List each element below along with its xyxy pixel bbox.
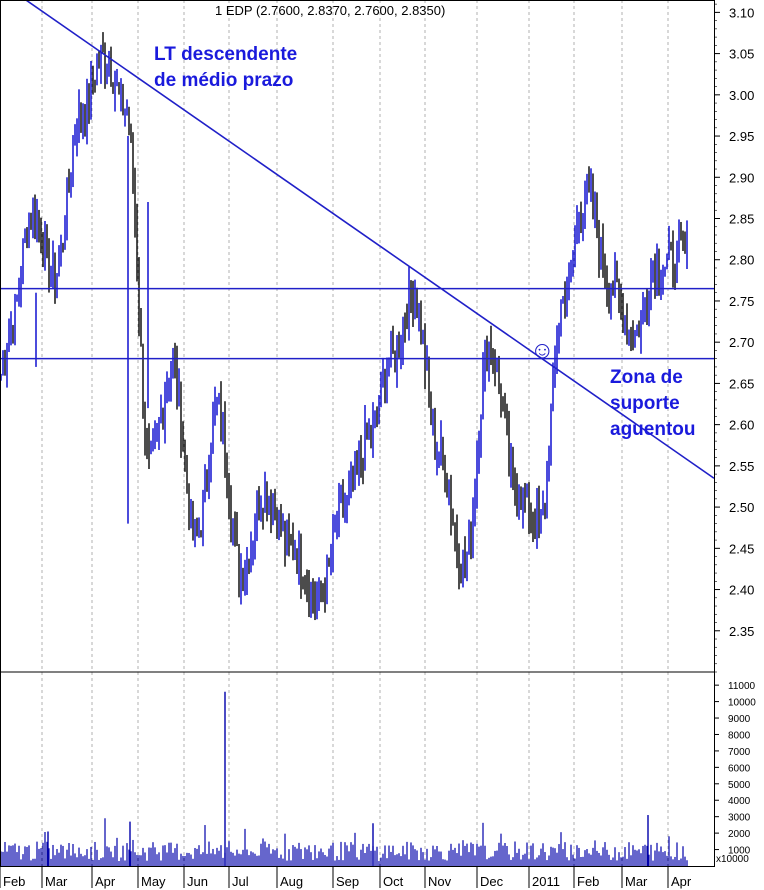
month-label: 2011 (532, 874, 560, 889)
volume-tick-label: 3000 (728, 813, 751, 824)
month-label: Sep (336, 874, 359, 889)
price-tick-label: 2.95 (729, 129, 754, 144)
support-annotation-line1: Zona de (610, 367, 683, 388)
volume-multiplier: x10000 (716, 854, 749, 865)
month-label: May (141, 874, 166, 889)
volume-tick-label: 4000 (728, 796, 751, 807)
month-label: Mar (625, 874, 648, 889)
month-label: Jul (232, 874, 249, 889)
month-label: Apr (95, 874, 116, 889)
price-tick-label: 2.90 (729, 170, 754, 185)
grid (41, 0, 669, 866)
price-tick-label: 2.65 (729, 376, 754, 391)
month-label: Mar (45, 874, 68, 889)
price-tick-label: 2.35 (729, 624, 754, 639)
volume-tick-label: 5000 (728, 780, 751, 791)
price-tick-label: 2.50 (729, 500, 754, 515)
volume-tick-label: 11000 (728, 681, 756, 692)
price-tick-label: 2.85 (729, 212, 754, 227)
trend-annotation-line2: de médio prazo (154, 70, 293, 91)
month-label: Feb (3, 874, 25, 889)
month-label: Apr (671, 874, 692, 889)
month-label: Jun (187, 874, 208, 889)
price-tick-label: 3.00 (729, 88, 754, 103)
support-annotation-line3: aguentou (610, 419, 696, 440)
price-tick-label: 2.45 (729, 541, 754, 556)
volume-tick-label: 7000 (728, 747, 751, 758)
descending-trendline (24, 0, 715, 479)
volume-tick-label: 8000 (728, 730, 751, 741)
price-tick-label: 2.80 (729, 253, 754, 268)
price-tick-label: 2.60 (729, 418, 754, 433)
month-label: Dec (480, 874, 504, 889)
volume-bars (0, 691, 688, 866)
plot-frame (0, 0, 715, 867)
volume-tick-label: 6000 (728, 763, 751, 774)
trend-annotation-line1: LT descendente (154, 44, 297, 65)
volume-tick-label: 2000 (728, 829, 751, 840)
month-label: Aug (280, 874, 303, 889)
price-tick-label: 2.70 (729, 335, 754, 350)
volume-tick-label: 1000 (728, 846, 751, 857)
month-label: Oct (383, 874, 404, 889)
price-tick-label: 2.75 (729, 294, 754, 309)
price-tick-label: 2.55 (729, 459, 754, 474)
price-tick-label: 3.05 (729, 47, 754, 62)
smiley-icon: ☺ (530, 337, 555, 364)
overlay-lines (0, 0, 715, 479)
price-candles (0, 32, 688, 621)
price-tick-label: 2.40 (729, 583, 754, 598)
support-annotation-line2: suporte (610, 393, 680, 414)
price-tick-label: 3.10 (729, 5, 754, 20)
volume-tick-label: 9000 (728, 714, 751, 725)
month-label: Feb (577, 874, 599, 889)
chart-title: 1 EDP (2.7600, 2.8370, 2.7600, 2.8350) (215, 3, 445, 18)
month-label: Nov (428, 874, 452, 889)
volume-tick-label: 10000 (728, 698, 756, 709)
